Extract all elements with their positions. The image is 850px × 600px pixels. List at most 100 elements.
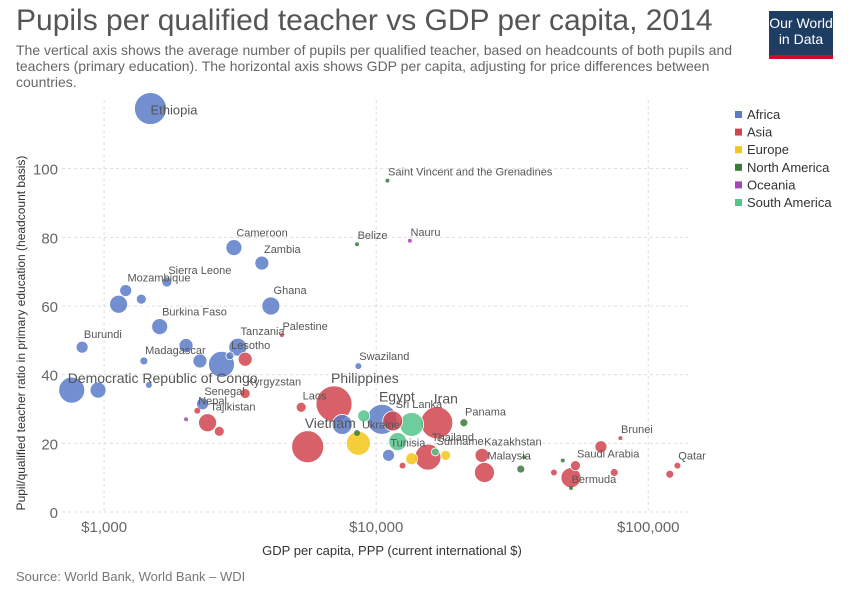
y-tick-label: 100 xyxy=(33,162,58,179)
point-africa-unlabeled[interactable] xyxy=(178,338,194,353)
point-kazakhstan[interactable] xyxy=(474,447,490,463)
owid-logo[interactable]: Our World in Data xyxy=(769,11,833,59)
point-label-ukraine: Ukraine xyxy=(362,419,400,431)
point-north-america-unlabeled[interactable] xyxy=(522,455,527,460)
y-tick-label: 80 xyxy=(41,230,58,247)
point-qatar[interactable] xyxy=(674,462,681,469)
point-nepal[interactable] xyxy=(194,407,201,414)
point-vietnam[interactable] xyxy=(291,430,325,464)
point-nauru[interactable] xyxy=(407,238,412,243)
legend-swatch-asia[interactable] xyxy=(735,128,742,136)
point-tanzania[interactable] xyxy=(228,337,248,357)
chart-subtitle: The vertical axis shows the average numb… xyxy=(16,42,733,90)
point-asia-unlabeled[interactable] xyxy=(609,468,619,477)
point-label-mozambique: Mozambique xyxy=(127,273,190,285)
point-africa-unlabeled[interactable] xyxy=(331,414,353,435)
point-africa-unlabeled[interactable] xyxy=(192,353,208,369)
point-kyrgyzstan[interactable] xyxy=(239,388,251,399)
point-north-america-unlabeled[interactable] xyxy=(560,458,565,463)
data-points xyxy=(58,92,681,490)
point-africa-unlabeled[interactable] xyxy=(135,293,147,305)
point-malaysia[interactable] xyxy=(474,462,495,483)
point-label-panama: Panama xyxy=(465,407,507,419)
point-madagascar[interactable] xyxy=(139,356,149,366)
point-south-america-unlabeled[interactable] xyxy=(357,409,371,423)
legend-label-oceania[interactable]: Oceania xyxy=(747,177,796,192)
legend-label-europe[interactable]: Europe xyxy=(747,142,789,157)
point-label-brunei: Brunei xyxy=(621,424,653,436)
x-axis-label: GDP per capita, PPP (current internation… xyxy=(262,543,522,558)
point-label-egypt: Egypt xyxy=(379,388,415,404)
point-tunisia[interactable] xyxy=(382,448,395,462)
point-europe-unlabeled[interactable] xyxy=(440,449,452,461)
logo-line-1: Our World xyxy=(769,15,833,31)
point-north-america-unlabeled[interactable] xyxy=(353,430,360,437)
legend-swatch-africa[interactable] xyxy=(735,111,742,118)
point-oceania-unlabeled[interactable] xyxy=(184,417,189,422)
point-labels: Ethiopia Saint Vincent and the Grenadines… xyxy=(68,103,706,486)
y-tick-label: 60 xyxy=(41,299,58,316)
point-europe-unlabeled[interactable] xyxy=(405,452,419,466)
legend-swatch-europe[interactable] xyxy=(735,146,742,154)
y-tick-label: 20 xyxy=(41,436,58,453)
point-panama[interactable] xyxy=(459,418,469,428)
point-africa-unlabeled[interactable] xyxy=(145,381,152,388)
point-senegal[interactable] xyxy=(196,397,209,411)
point-asia-unlabeled[interactable] xyxy=(594,440,608,454)
point-mozambique[interactable] xyxy=(119,284,133,297)
point-democratic-republic-of-congo[interactable] xyxy=(58,376,86,404)
y-axis-label: Pupil/qualified teacher ratio in primary… xyxy=(14,156,28,511)
point-palestine[interactable] xyxy=(279,333,284,338)
point-zambia[interactable] xyxy=(254,255,270,271)
point-bermuda[interactable] xyxy=(568,485,573,490)
legend-swatch-south-america[interactable] xyxy=(735,199,742,206)
point-tajikistan[interactable] xyxy=(198,413,217,433)
point-ethiopia[interactable] xyxy=(134,92,167,125)
point-lesotho[interactable] xyxy=(225,351,235,361)
point-belize[interactable] xyxy=(354,242,359,247)
point-burkina-faso[interactable] xyxy=(151,318,169,336)
legend-swatch-oceania[interactable] xyxy=(735,181,742,189)
logo-line-2: in Data xyxy=(778,31,824,47)
legend-label-asia[interactable]: Asia xyxy=(747,125,773,140)
point-saint-vincent-and-the-grenadines[interactable] xyxy=(385,178,390,183)
point-burundi[interactable] xyxy=(75,340,89,354)
point-label-ghana: Ghana xyxy=(274,285,308,297)
point-label-cameroon: Cameroon xyxy=(236,228,287,240)
point-label-laos: Laos xyxy=(303,390,327,402)
point-laos[interactable] xyxy=(295,401,307,413)
point-south-america-unlabeled[interactable] xyxy=(388,432,408,452)
point-label-iran: Iran xyxy=(434,391,458,407)
point-cameroon[interactable] xyxy=(225,239,243,257)
legend: Africa Asia Europe North America Oceania Sout… xyxy=(735,107,832,210)
legend-swatch-north-america[interactable] xyxy=(735,163,742,171)
point-north-america-unlabeled[interactable] xyxy=(516,464,526,474)
point-asia-unlabeled[interactable] xyxy=(399,462,406,469)
point-label-burkina-faso: Burkina Faso xyxy=(162,307,227,319)
legend-label-africa[interactable]: Africa xyxy=(747,107,781,122)
point-asia-unlabeled[interactable] xyxy=(550,469,557,476)
point-suriname[interactable] xyxy=(430,447,440,457)
point-asia-unlabeled[interactable] xyxy=(213,425,225,437)
point-sri-lanka[interactable] xyxy=(382,410,404,432)
point-brunei[interactable] xyxy=(618,436,623,441)
point-asia-unlabeled[interactable] xyxy=(665,469,675,479)
point-africa-unlabeled[interactable] xyxy=(109,294,128,314)
x-tick-label: $10,000 xyxy=(349,519,403,536)
point-swaziland[interactable] xyxy=(355,363,362,370)
point-label-zambia: Zambia xyxy=(264,244,302,256)
point-asia-unlabeled[interactable] xyxy=(237,351,253,367)
y-tick-label: 40 xyxy=(41,368,58,385)
point-label-nauru: Nauru xyxy=(410,227,440,239)
legend-label-north-america[interactable]: North America xyxy=(747,160,830,175)
point-south-america-unlabeled[interactable] xyxy=(399,412,425,437)
legend-label-south-america[interactable]: South America xyxy=(747,195,832,210)
point-ghana[interactable] xyxy=(261,296,281,316)
point-label-lesotho: Lesotho xyxy=(231,340,270,352)
point-africa-unlabeled[interactable] xyxy=(89,381,107,399)
point-sierra-leone[interactable] xyxy=(161,276,173,288)
point-saudi-arabia[interactable] xyxy=(570,460,581,472)
point-label-democratic-republic-of-congo: Democratic Republic of Congo xyxy=(68,370,258,386)
point-label-swaziland: Swaziland xyxy=(359,351,409,363)
